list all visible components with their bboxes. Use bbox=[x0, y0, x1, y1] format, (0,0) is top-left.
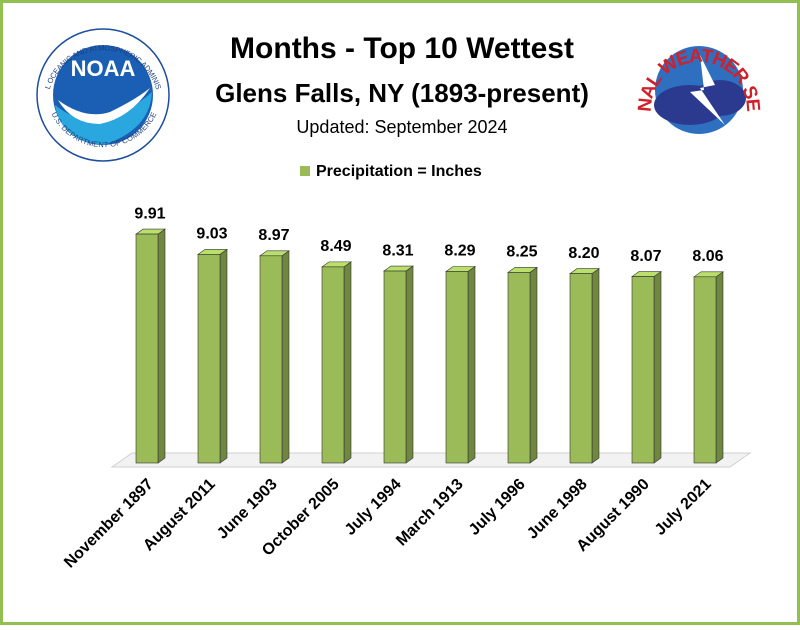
legend-swatch bbox=[300, 166, 310, 176]
value-label: 8.29 bbox=[444, 243, 475, 260]
value-label: 8.07 bbox=[630, 248, 661, 265]
value-label: 9.91 bbox=[134, 205, 165, 222]
bar bbox=[197, 254, 221, 464]
bar-side bbox=[219, 248, 228, 464]
legend-label: Precipitation = Inches bbox=[316, 163, 482, 180]
value-label: 8.06 bbox=[692, 248, 723, 265]
bar bbox=[259, 255, 283, 464]
value-label: 8.49 bbox=[320, 238, 351, 255]
bar-side bbox=[653, 271, 662, 464]
bar bbox=[507, 272, 531, 464]
bar bbox=[383, 270, 407, 464]
bar bbox=[569, 273, 593, 464]
bar-side bbox=[591, 267, 600, 464]
bar bbox=[631, 276, 655, 464]
value-label: 8.31 bbox=[382, 242, 413, 259]
value-label: 9.03 bbox=[196, 226, 227, 243]
noaa-text: NOAA bbox=[71, 56, 136, 81]
chart-title: Months - Top 10 Wettest bbox=[230, 32, 574, 65]
bar bbox=[693, 276, 717, 464]
bar bbox=[135, 233, 159, 464]
bar-side bbox=[405, 265, 414, 464]
bar bbox=[445, 271, 469, 464]
bar-side bbox=[157, 228, 166, 464]
value-label: 8.97 bbox=[258, 227, 289, 244]
bar-side bbox=[715, 271, 724, 464]
bar-side bbox=[467, 265, 476, 464]
bar bbox=[321, 266, 345, 464]
bar-side bbox=[281, 250, 290, 464]
bar-side bbox=[529, 266, 538, 464]
updated-text: Updated: September 2024 bbox=[296, 117, 507, 137]
value-label: 8.20 bbox=[568, 245, 599, 262]
chart-subtitle: Glens Falls, NY (1893-present) bbox=[215, 78, 589, 108]
value-label: 8.25 bbox=[506, 244, 537, 261]
bar-side bbox=[343, 261, 352, 464]
